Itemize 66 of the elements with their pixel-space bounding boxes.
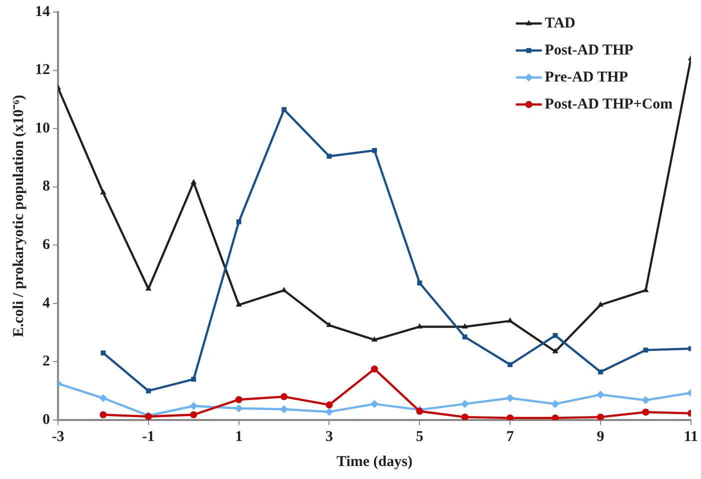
point (146, 388, 151, 394)
point (236, 301, 242, 307)
point (282, 107, 287, 112)
point (551, 400, 560, 408)
x-tick-label: 11 (684, 428, 698, 445)
y-tick-label: 6 (42, 237, 50, 254)
point (280, 393, 288, 400)
y-tick-label: 0 (42, 412, 50, 428)
point (460, 400, 469, 408)
point (281, 286, 288, 292)
point (642, 286, 649, 292)
point (552, 414, 559, 420)
point (235, 396, 242, 404)
legend-label: TAD (544, 15, 576, 32)
point (596, 390, 604, 399)
y-tick-label: 2 (42, 354, 50, 370)
point (643, 348, 648, 353)
y-tick-label: 4 (42, 295, 50, 312)
point (372, 148, 377, 153)
point (642, 396, 650, 404)
point (145, 285, 152, 291)
point (370, 400, 378, 408)
y-tick-label: 14 (35, 4, 50, 20)
point (552, 348, 558, 354)
y-axis-title: E.coli / prokaryotic population (x10⁻⁶) (10, 94, 27, 338)
point (325, 408, 334, 416)
point (597, 301, 604, 307)
point (371, 336, 378, 342)
x-tick-label: 1 (235, 428, 243, 445)
point (191, 376, 196, 382)
point (462, 334, 468, 340)
point (190, 411, 198, 418)
x-tick-label: -1 (142, 428, 155, 445)
point (506, 394, 514, 402)
point (642, 408, 650, 416)
point (236, 219, 242, 224)
point (461, 414, 468, 420)
x-axis-title: Time (days) (336, 454, 412, 470)
point (598, 369, 603, 374)
y-tick-label: 12 (35, 62, 50, 78)
point (508, 362, 513, 368)
point (190, 178, 197, 184)
x-tick-label: 9 (596, 428, 604, 445)
point (417, 280, 422, 286)
point (100, 350, 106, 356)
point (462, 323, 468, 328)
point (234, 404, 243, 412)
point (190, 402, 198, 410)
x-tick-label: 3 (326, 428, 333, 445)
point (326, 401, 333, 408)
legend-label: Pre-AD THP (544, 69, 628, 86)
x-tick-label: -3 (52, 428, 64, 445)
y-tick-label: 10 (35, 120, 50, 136)
point (280, 405, 288, 414)
point (100, 411, 107, 418)
legend-label: Post-AD THP (544, 42, 634, 58)
point (370, 366, 378, 372)
x-tick-label: 7 (506, 428, 514, 445)
x-tick-label: 5 (416, 428, 424, 445)
legend-label: Post-AD THP+Com (544, 96, 674, 112)
point (506, 414, 514, 420)
point (552, 333, 558, 338)
point (596, 414, 604, 420)
y-tick-label: 8 (42, 178, 50, 195)
point (100, 189, 106, 194)
point (99, 394, 108, 402)
